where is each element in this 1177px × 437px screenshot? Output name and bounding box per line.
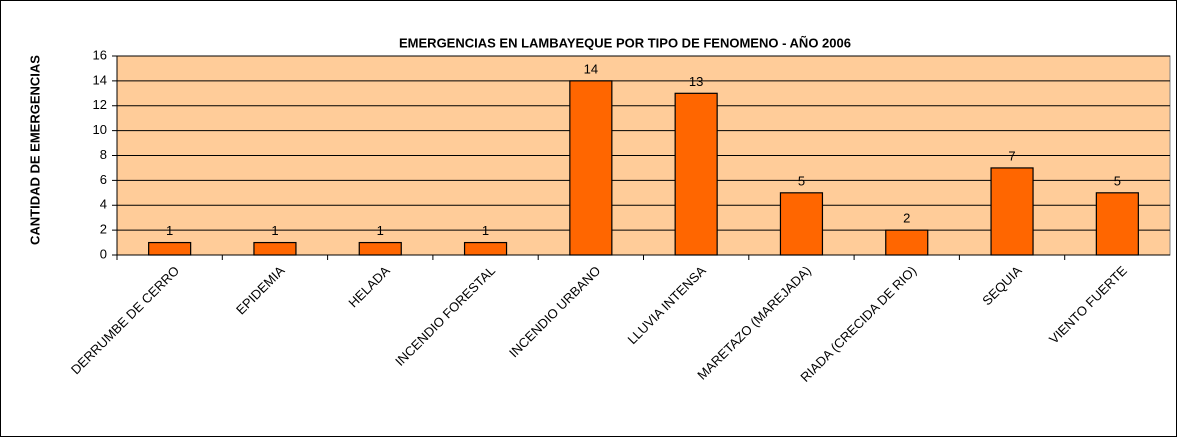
y-tick-label: 4 — [100, 197, 107, 212]
y-axis-label: CANTIDAD DE EMERGENCIAS — [27, 55, 42, 245]
data-label: 13 — [689, 74, 703, 89]
bar — [463, 241, 508, 256]
data-label: 1 — [377, 223, 384, 238]
bar — [148, 241, 192, 256]
data-label: 1 — [271, 223, 278, 238]
bar — [990, 167, 1034, 256]
bar — [253, 241, 297, 256]
bar — [358, 241, 402, 256]
bar — [779, 192, 824, 256]
y-tick-label: 2 — [100, 222, 107, 237]
data-label: 5 — [1114, 173, 1121, 188]
y-tick-label: 6 — [100, 172, 107, 187]
y-tick-label: 0 — [100, 246, 107, 261]
data-label: 7 — [1008, 148, 1015, 163]
y-tick-label: 12 — [93, 97, 107, 112]
data-label: 5 — [798, 173, 805, 188]
data-label: 1 — [482, 223, 489, 238]
y-tick-label: 14 — [93, 72, 107, 87]
y-tick-label: 10 — [93, 122, 107, 137]
bar — [674, 92, 718, 256]
data-label: 14 — [584, 61, 598, 76]
y-tick-label: 16 — [93, 47, 107, 62]
chart-title: EMERGENCIAS EN LAMBAYEQUE POR TIPO DE FE… — [399, 35, 851, 50]
bar — [569, 80, 613, 256]
data-label: 1 — [166, 223, 173, 238]
data-label: 2 — [903, 211, 910, 226]
y-tick-label: 8 — [100, 147, 107, 162]
bar — [1095, 192, 1139, 256]
bar — [885, 229, 929, 256]
